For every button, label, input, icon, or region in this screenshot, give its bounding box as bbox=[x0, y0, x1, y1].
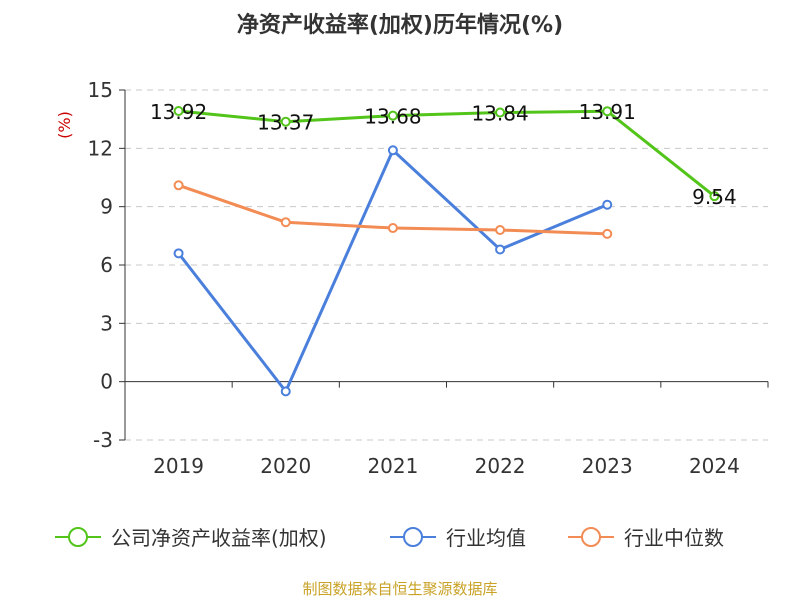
source-note: 制图数据来自恒生聚源数据库 bbox=[302, 580, 497, 598]
series bbox=[173, 106, 720, 397]
x-tick-label: 2021 bbox=[367, 454, 418, 478]
data-label: 13.68 bbox=[364, 105, 421, 129]
data-point[interactable] bbox=[173, 248, 184, 259]
legend-label-2[interactable]: 行业中位数 bbox=[624, 526, 724, 550]
y-tick-label: 12 bbox=[88, 136, 113, 160]
x-tick-label: 2024 bbox=[689, 454, 740, 478]
data-point[interactable] bbox=[602, 228, 613, 239]
y-tick-label: 0 bbox=[100, 370, 113, 394]
y-tick-label: 15 bbox=[88, 78, 113, 102]
data-point[interactable] bbox=[387, 145, 398, 156]
data-label: 13.91 bbox=[579, 100, 636, 124]
data-label: 13.84 bbox=[471, 102, 528, 126]
data-point[interactable] bbox=[280, 116, 291, 127]
grid bbox=[125, 89, 768, 441]
data-point[interactable] bbox=[280, 217, 291, 228]
legend-label-0[interactable]: 公司净资产收益率(加权) bbox=[111, 526, 327, 550]
legend-label-1[interactable]: 行业均值 bbox=[446, 526, 526, 550]
y-tick-label: 3 bbox=[100, 311, 113, 335]
data-point[interactable] bbox=[602, 106, 613, 117]
data-point[interactable] bbox=[173, 180, 184, 191]
legend[interactable]: 公司净资产收益率(加权) 行业均值 行业中位数 bbox=[55, 526, 724, 550]
data-label: 9.54 bbox=[692, 185, 737, 209]
data-point[interactable] bbox=[709, 191, 720, 202]
data-label: 13.92 bbox=[150, 100, 207, 124]
y-tick-label: 6 bbox=[100, 253, 113, 277]
data-label: 13.37 bbox=[257, 111, 314, 135]
x-tick-label: 2019 bbox=[153, 454, 204, 478]
data-labels: 13.92 13.37 13.68 13.84 13.91 9.54 bbox=[150, 100, 737, 209]
data-point[interactable] bbox=[495, 225, 506, 235]
legend-marker-1 bbox=[403, 527, 423, 547]
y-unit-label: (%) bbox=[55, 111, 74, 139]
y-tick-label: -3 bbox=[93, 428, 113, 452]
data-point[interactable] bbox=[495, 244, 506, 255]
data-point[interactable] bbox=[280, 386, 291, 397]
series-line-1 bbox=[177, 148, 608, 393]
data-point[interactable] bbox=[387, 110, 398, 121]
axes: 15 12 9 6 3 0 -3 2019 2020 2021 2022 2023 2024 bbox=[88, 78, 769, 478]
x-tick-label: 2020 bbox=[260, 454, 311, 478]
data-point[interactable] bbox=[387, 223, 398, 234]
y-tick-label: 9 bbox=[100, 195, 113, 219]
legend-marker-2 bbox=[581, 527, 601, 547]
x-tick-label: 2022 bbox=[475, 454, 526, 478]
data-point[interactable] bbox=[495, 107, 506, 118]
data-point[interactable] bbox=[602, 199, 613, 210]
legend-marker-0 bbox=[68, 527, 88, 547]
series-line-0 bbox=[178, 109, 716, 198]
chart-title: 净资产收益率(加权)历年情况(%) bbox=[237, 12, 563, 38]
x-tick-label: 2023 bbox=[582, 454, 633, 478]
data-point[interactable] bbox=[173, 106, 184, 116]
